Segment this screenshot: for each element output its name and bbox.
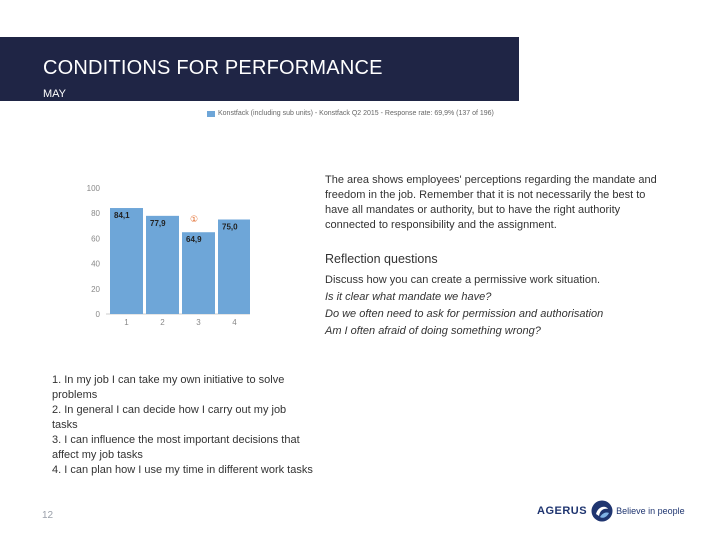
x-tick-label: 2 <box>160 318 165 327</box>
y-tick-label: 40 <box>91 260 100 269</box>
x-tick-label: 1 <box>124 318 129 327</box>
question-item: 3. I can influence the most important de… <box>52 434 300 461</box>
title-band: CONDITIONS FOR PERFORMANCE MAY <box>0 37 519 101</box>
question-item: 1. In my job I can take my own initiativ… <box>52 374 285 401</box>
reflection-question: Is it clear what mandate we have? <box>325 291 492 303</box>
question-item: 2. In general I can decide how I carry o… <box>52 404 287 431</box>
annotation-marker: ① <box>190 215 198 225</box>
bar-value-label: 77,9 <box>150 219 166 228</box>
x-tick-label: 4 <box>232 318 237 327</box>
chart-bar <box>146 215 179 314</box>
bar-value-label: 64,9 <box>186 235 202 244</box>
chart-bar <box>182 232 215 314</box>
bar-chart: 0 20 40 60 80 100 84,1 1 77,9 2 64,9 3 75,0 4 ① <box>87 184 250 327</box>
swirl-logo-icon <box>591 500 613 522</box>
logo-brand: AGERUS <box>537 505 588 517</box>
y-tick-label: 0 <box>96 310 101 319</box>
y-tick-label: 100 <box>87 184 101 193</box>
reflection-question: Am I often afraid of doing something wro… <box>325 325 541 337</box>
agerus-logo: AGERUS Believe in people <box>537 500 685 522</box>
page-number: 12 <box>42 510 54 521</box>
chart-bar <box>218 219 250 314</box>
chart-bar <box>110 208 143 314</box>
legend-swatch <box>207 110 215 117</box>
y-tick-label: 60 <box>91 234 100 243</box>
bar-value-label: 75,0 <box>222 223 238 232</box>
bar-value-label: 84,1 <box>114 211 130 220</box>
legend-label: Konstfack (including sub units) - Konstf… <box>218 110 494 117</box>
page-subtitle: MAY <box>43 88 67 100</box>
reflection-title: Reflection questions <box>325 252 438 266</box>
page-title: CONDITIONS FOR PERFORMANCE <box>43 57 383 79</box>
chart-legend: Konstfack (including sub units) - Konstf… <box>207 110 494 117</box>
y-tick-label: 20 <box>91 285 100 294</box>
y-tick-label: 80 <box>91 209 100 218</box>
x-tick-label: 3 <box>196 318 201 327</box>
logo-slogan: Believe in people <box>616 506 685 516</box>
reflection-questions: Discuss how you can create a permissive … <box>325 272 705 340</box>
reflection-question: Discuss how you can create a permissive … <box>325 274 601 286</box>
question-item: 4. I can plan how I use my time in diffe… <box>52 464 313 476</box>
reflection-question: Do we often need to ask for permission a… <box>325 308 604 320</box>
question-items: 1. In my job I can take my own initiativ… <box>52 373 314 478</box>
description-text: The area shows employees' perceptions re… <box>325 174 657 231</box>
